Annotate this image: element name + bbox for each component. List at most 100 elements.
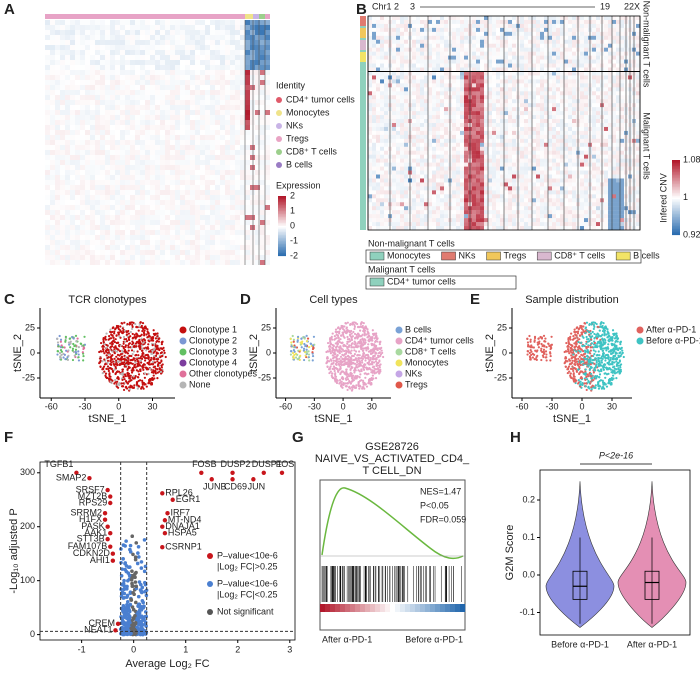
cnv-cell [548,51,553,56]
heat-cell [235,50,240,55]
cnv-cell [532,130,537,136]
cnv-cell [492,99,497,104]
cnv-cell [636,130,641,136]
cnv-cell [480,142,485,147]
heat-cell [240,30,245,35]
cnv-cell [492,95,497,100]
heat-cell [200,110,205,115]
heat-cell [255,145,260,150]
cnv-cell [592,134,597,140]
heat-cell [255,120,260,125]
heat-cell [225,245,230,250]
cnv-cell [472,47,477,52]
cnv-cell [368,19,373,25]
heat-cell [75,190,80,195]
heat-cell [115,50,120,55]
heat-cell [195,75,200,80]
cnv-cell [620,158,625,163]
cnv-cell [548,162,553,167]
cnv-cell [376,103,381,108]
heat-cell [80,180,85,185]
heat-cell [140,25,145,30]
heat-cell [95,70,100,75]
cnv-cell [384,23,389,29]
cnv-cell [440,115,445,120]
heat-cell [215,20,220,25]
heat-cell [90,100,95,105]
heat-cell [175,70,180,75]
heat-cell [145,125,150,130]
cnv-cell [464,150,469,155]
cnv-cell [520,123,525,128]
heat-cell [210,95,215,100]
cnv-cell [544,138,549,144]
legend-swatch [276,162,282,168]
heat-cell [90,140,95,145]
heat-cell [80,185,85,190]
heat-cell [60,145,65,150]
cnv-cell [368,107,373,112]
cnv-cell [432,63,437,68]
heat-cell [130,215,135,220]
cnv-cell [476,75,481,80]
heat-cell [165,70,170,75]
heat-cell [240,195,245,200]
cnv-cell [368,87,373,92]
heat-cell [185,80,190,85]
cnv-cell [592,158,597,163]
heat-cell [150,235,155,240]
cnv-cell [604,31,609,37]
heat-cell [240,110,245,115]
cnv-cell [480,126,485,132]
heat-cell [155,40,160,45]
heat-cell [230,210,235,215]
heat-cell [65,95,70,100]
heat-cell [215,160,220,165]
heat-cell [110,110,115,115]
heat-cell [130,50,135,55]
heat-cell [85,165,90,170]
cnv-cell [604,39,609,44]
heat-cell [140,135,145,140]
heat-cell [130,145,135,150]
heat-cell [175,260,180,265]
cnv-cell [444,130,449,136]
cnv-cell [536,162,541,167]
heat-cell [140,95,145,100]
heat-cell [50,85,55,90]
heat-cell [185,180,190,185]
cnv-cell [504,119,509,124]
legend-label: Tregs [286,133,309,143]
cnv-cell [472,87,477,92]
heat-cell [205,240,210,245]
cnv-cell [544,71,549,76]
heat-cell [130,25,135,30]
heat-cell [75,245,80,250]
cnv-cell [488,23,493,29]
cnv-cell [548,91,553,96]
cnv-cell [512,67,517,72]
heat-cell [205,245,210,250]
cnv-cell [488,138,493,144]
cnv-cell [608,162,613,167]
cnv-cell [384,170,389,175]
cnv-cell [508,162,513,167]
heat-cell [125,115,130,120]
cnv-cell [440,27,445,33]
heat-cell [55,95,60,100]
cnv-cell [536,150,541,155]
heat-cell [235,30,240,35]
cnv-cell [520,150,525,155]
cnv-cell [496,130,501,136]
heat-cell [240,95,245,100]
heat-cell [85,195,90,200]
cnv-cell [532,138,537,144]
heat-cell [75,255,80,260]
heat-cell [230,255,235,260]
heat-cell [120,175,125,180]
heat-cell [80,155,85,160]
cnv-cell [564,83,569,88]
heat-cell [100,140,105,145]
cnv-cell [488,79,493,84]
heat-cell [165,155,170,160]
